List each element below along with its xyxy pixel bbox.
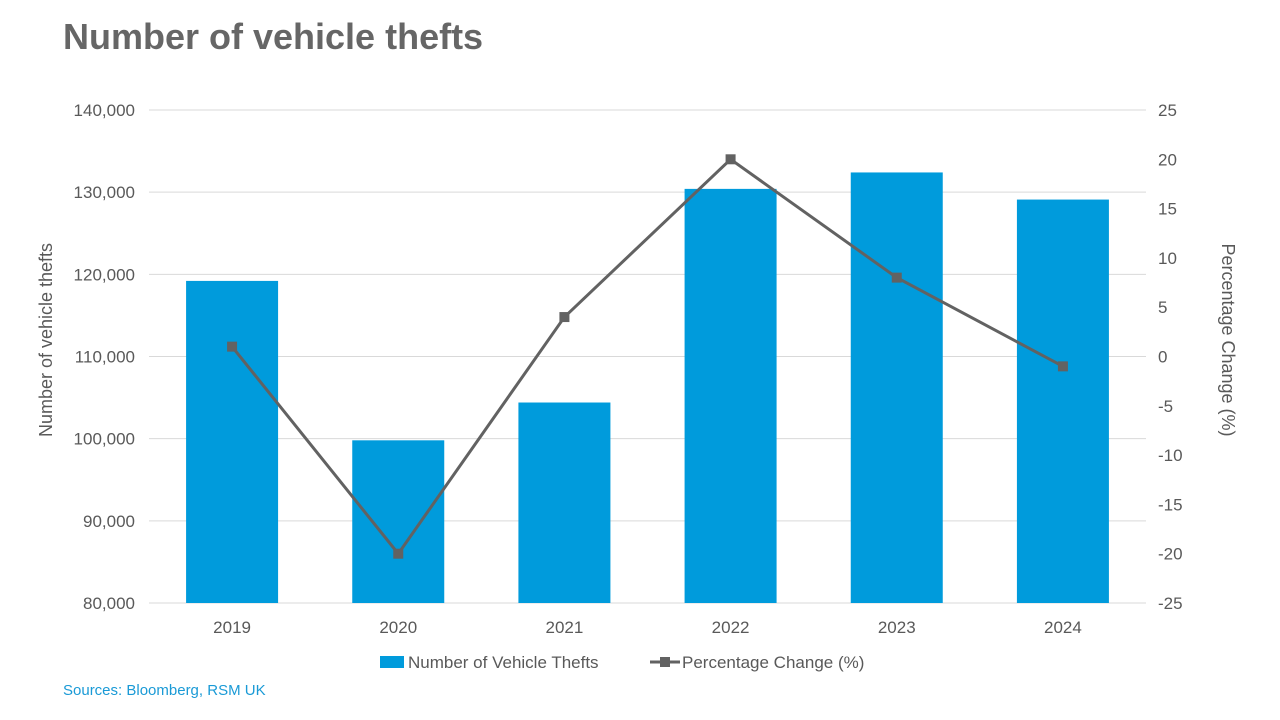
right-tick-label: 10 bbox=[1158, 249, 1177, 268]
right-tick-label: 5 bbox=[1158, 298, 1167, 317]
legend: Number of Vehicle Thefts Percentage Chan… bbox=[380, 653, 864, 672]
bar bbox=[684, 188, 777, 603]
x-tick-label: 2023 bbox=[878, 618, 916, 637]
x-tick-label: 2020 bbox=[379, 618, 417, 637]
left-tick-label: 140,000 bbox=[74, 101, 135, 120]
line-marker bbox=[393, 548, 404, 559]
left-tick-label: 80,000 bbox=[83, 594, 135, 613]
bar bbox=[352, 440, 445, 603]
legend-bar-label: Number of Vehicle Thefts bbox=[408, 653, 599, 672]
x-tick-label: 2024 bbox=[1044, 618, 1082, 637]
bar bbox=[186, 280, 279, 603]
percentage-line bbox=[227, 154, 1068, 559]
percentage-line-path bbox=[230, 157, 1064, 557]
x-tick-label: 2021 bbox=[546, 618, 584, 637]
legend-line-label: Percentage Change (%) bbox=[682, 653, 864, 672]
line-marker bbox=[1057, 361, 1068, 372]
left-tick-label: 130,000 bbox=[74, 183, 135, 202]
line-marker bbox=[891, 272, 902, 283]
legend-line-marker bbox=[660, 657, 670, 667]
left-tick-label: 100,000 bbox=[74, 430, 135, 449]
right-tick-label: 25 bbox=[1158, 101, 1177, 120]
source-note: Sources: Bloomberg, RSM UK bbox=[63, 682, 266, 699]
x-tick-label: 2019 bbox=[213, 618, 251, 637]
left-tick-label: 110,000 bbox=[75, 348, 135, 367]
x-axis-ticks: 2019 2020 2021 2022 2023 2024 bbox=[213, 618, 1082, 637]
x-tick-label: 2022 bbox=[712, 618, 750, 637]
right-tick-label: 20 bbox=[1158, 150, 1177, 169]
left-tick-label: 120,000 bbox=[74, 265, 135, 284]
right-tick-label: -15 bbox=[1158, 495, 1183, 514]
chart-title: Number of vehicle thefts bbox=[63, 16, 484, 57]
right-axis-ticks: -25 -20 -15 -10 -5 0 5 10 15 20 25 bbox=[1158, 101, 1183, 613]
line-marker bbox=[559, 312, 570, 323]
left-axis-ticks: 80,000 90,000 100,000 110,000 120,000 130,000… bbox=[74, 101, 135, 613]
right-tick-label: -10 bbox=[1158, 446, 1183, 465]
left-axis-label: Number of vehicle thefts bbox=[36, 243, 56, 437]
right-tick-label: -25 bbox=[1158, 594, 1183, 613]
right-tick-label: 15 bbox=[1158, 200, 1177, 219]
gridlines bbox=[149, 109, 1146, 604]
right-tick-label: -5 bbox=[1158, 397, 1173, 416]
right-tick-label: 0 bbox=[1158, 348, 1167, 367]
left-tick-label: 90,000 bbox=[83, 512, 135, 531]
bar bbox=[850, 172, 943, 604]
legend-bar-swatch bbox=[380, 656, 404, 668]
line-marker bbox=[227, 341, 238, 352]
line-marker bbox=[725, 154, 736, 165]
right-axis-label: Percentage Change (%) bbox=[1218, 243, 1238, 436]
bar bbox=[1016, 199, 1109, 604]
right-tick-label: -20 bbox=[1158, 545, 1183, 564]
bar bbox=[518, 402, 611, 603]
bars bbox=[186, 172, 1109, 604]
